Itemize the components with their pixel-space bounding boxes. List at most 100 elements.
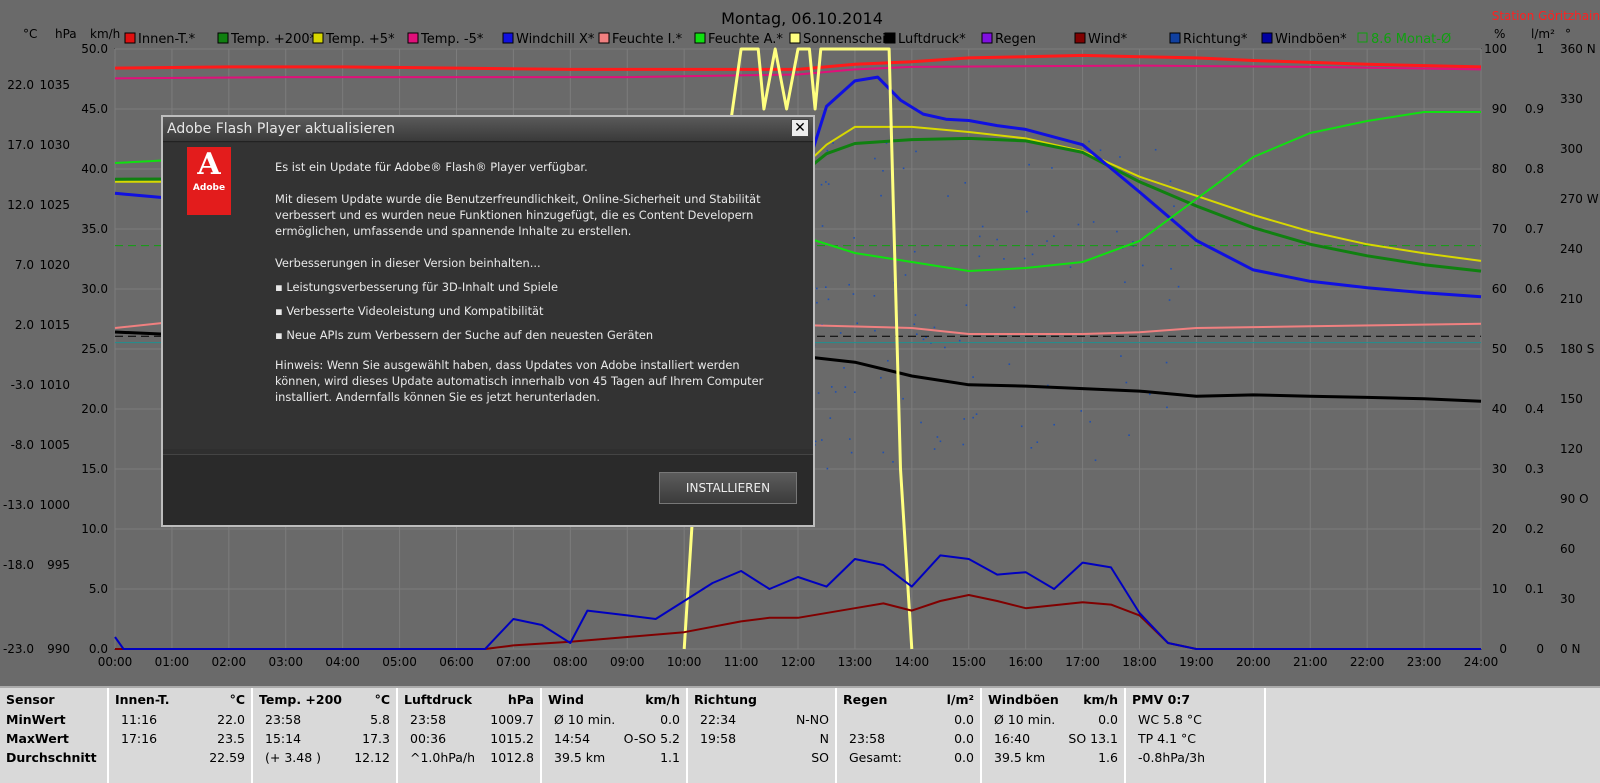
direction-dot (1177, 285, 1180, 288)
stats-cell-value: N (819, 731, 829, 746)
y-tick-label-percent: 0 (1499, 642, 1507, 656)
y-tick-label-temp: -3.0 (11, 378, 34, 392)
stats-cell-time: (+ 3.48 ) (265, 750, 322, 765)
y-tick-label-percent: 10 (1492, 582, 1507, 596)
direction-dot (936, 436, 939, 438)
legend-label: Windchill X* (516, 32, 595, 47)
direction-dot (1092, 221, 1095, 223)
legend-item: Feuchte I.* (598, 32, 683, 47)
legend-label: Feuchte A.* (708, 32, 783, 47)
legend-swatch (217, 32, 229, 44)
direction-dot (830, 386, 833, 388)
direction-dot (1077, 223, 1080, 226)
legend-swatch (1074, 32, 1086, 44)
direction-dot (892, 461, 894, 463)
stats-cell-time: Gesamt: (849, 750, 902, 765)
y-tick-label-direction: 180 S (1560, 342, 1594, 356)
y-tick-label-pressure: 1015 (39, 318, 70, 332)
stats-cell-time: Ø 10 min. (994, 712, 1056, 727)
install-button[interactable]: INSTALLIEREN (659, 472, 797, 504)
legend-item: 8.6 Monat-Ø (1357, 32, 1451, 47)
direction-dot (1089, 420, 1091, 423)
direction-dot (880, 376, 882, 379)
axis-unit-direction: ° (1565, 27, 1571, 41)
direction-dot (1170, 267, 1172, 270)
direction-dot (914, 314, 917, 316)
direction-dot (1020, 425, 1023, 428)
x-tick-label: 04:00 (325, 655, 360, 669)
legend-item: Windchill X* (502, 32, 595, 47)
stats-column-title: PMV 0:7 (1132, 692, 1191, 707)
direction-dot (1053, 423, 1055, 426)
improvement-item: ▪ Leistungsverbesserung für 3D-Inhalt un… (275, 280, 558, 294)
y-tick-label-wind: 40.0 (81, 162, 108, 176)
legend-item: Regen (981, 32, 1036, 47)
axis-unit-pressure: hPa (55, 27, 77, 41)
stats-cell-value: 0.0 (660, 712, 680, 727)
y-tick-label-direction: 210 (1560, 292, 1583, 306)
y-tick-label-direction: 270 W (1560, 192, 1599, 206)
legend-label: Temp. +5* (325, 32, 395, 47)
series-line-innen-t (114, 53, 1482, 71)
y-tick-label-temp: 7.0 (15, 258, 34, 272)
legend-swatch (884, 32, 896, 44)
stats-column-title: Luftdruck (404, 692, 473, 707)
stats-column-title: Wind (548, 692, 584, 707)
improvement-item: ▪ Verbesserte Videoleistung und Kompatib… (275, 304, 544, 318)
direction-dot (913, 323, 916, 326)
stats-cell-value: 22.59 (209, 750, 245, 765)
stats-column-unit: km/h (1083, 692, 1118, 707)
y-tick-label-wind: 25.0 (81, 342, 108, 356)
stats-column-title: Windböen (988, 692, 1059, 707)
legend-label: Luftdruck* (898, 32, 966, 47)
direction-dot (874, 157, 876, 160)
direction-dot (922, 338, 925, 341)
y-tick-label-percent: 70 (1492, 222, 1507, 236)
x-tick-label: 00:00 (98, 655, 133, 669)
direction-dot (1116, 230, 1118, 233)
flash-update-dialog: Adobe Flash Player aktualisieren ✕ A Ado… (161, 115, 815, 527)
y-tick-label-wind: 30.0 (81, 282, 108, 296)
legend-item: Temp. +200* (217, 32, 317, 47)
direction-dot (873, 295, 876, 297)
direction-dot (820, 183, 823, 186)
axis-unit-percent: % (1494, 27, 1505, 41)
stats-column-unit: °C (229, 692, 245, 707)
close-icon[interactable]: ✕ (791, 119, 809, 137)
direction-dot (1141, 264, 1144, 267)
x-tick-label: 23:00 (1407, 655, 1442, 669)
direction-dot (829, 417, 832, 419)
x-tick-label: 10:00 (667, 655, 702, 669)
stats-cell-time: 39.5 km (994, 750, 1046, 765)
y-tick-label-pressure: 1030 (39, 138, 70, 152)
x-tick-label: 17:00 (1065, 655, 1100, 669)
direction-dot (975, 413, 978, 415)
stats-cell-time: ^1.0hPa/h (410, 750, 476, 765)
x-tick-label: 08:00 (553, 655, 588, 669)
direction-dot (1173, 205, 1175, 208)
direction-dot (902, 397, 904, 400)
y-tick-label-percent: 50 (1492, 342, 1507, 356)
stats-cell-time: Ø 10 min. (554, 712, 616, 727)
stats-cell-value: 0.0 (1098, 712, 1118, 727)
series-line-windb-en (114, 554, 1481, 650)
y-tick-label-temp: -23.0 (3, 642, 34, 656)
stats-column: PMV 0:7 WC 5.8 °C TP 4.1 °C -0.8hPa/3h (1126, 688, 1266, 783)
legend-item: Innen-T.* (124, 32, 196, 47)
y-tick-label-percent: 80 (1492, 162, 1507, 176)
adobe-logo-text: Adobe (192, 183, 226, 193)
stats-cell-value: SO 13.1 (1068, 731, 1118, 746)
y-tick-label-rain: 0.5 (1525, 342, 1544, 356)
stats-cell-time: 23:58 (265, 712, 302, 727)
direction-dot (814, 440, 817, 443)
dialog-footer: INSTALLIEREN (163, 454, 813, 525)
stats-cell-value: 1015.2 (490, 731, 534, 746)
direction-dot (1008, 363, 1011, 366)
stats-cell-value: 1009.7 (490, 712, 534, 727)
stats-column: Regen l/m² 0.0 23:58 0.0 Gesamt: 0.0 (837, 688, 982, 783)
y-tick-label-pressure: 1020 (39, 258, 70, 272)
direction-dot (1046, 240, 1048, 242)
y-tick-label-rain: 0.6 (1525, 282, 1544, 296)
y-tick-label-direction: 360 N (1560, 42, 1596, 56)
improvements-list: ▪ Leistungsverbesserung für 3D-Inhalt un… (275, 279, 785, 343)
